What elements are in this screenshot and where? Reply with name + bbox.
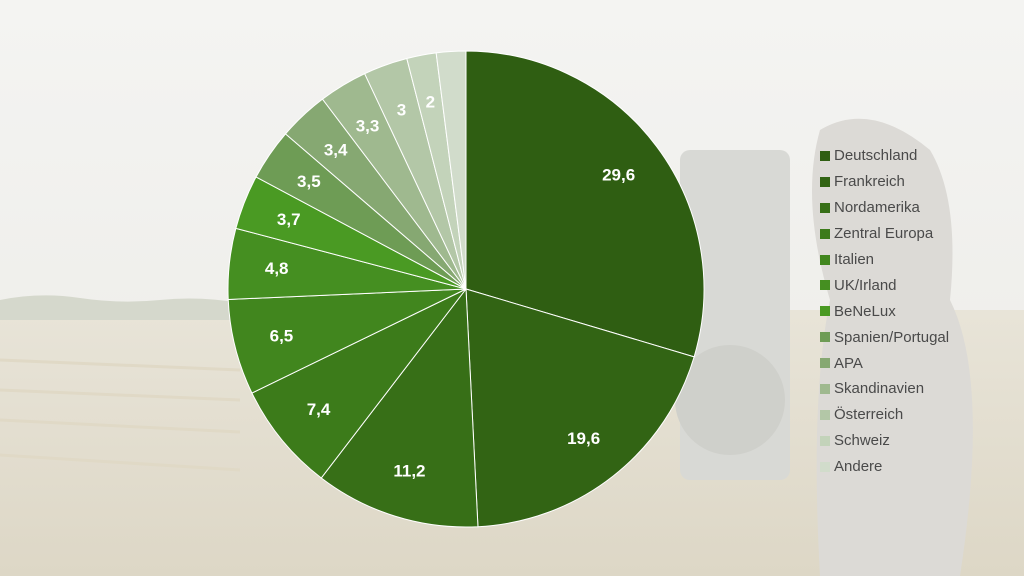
data-label: 3,3 (356, 117, 380, 136)
pie-slice-frankreich (465, 288, 695, 528)
legend-label: Schweiz (834, 432, 890, 450)
legend-label: Frankreich (834, 173, 905, 191)
legend-swatch (820, 332, 830, 343)
legend-item: Deutschland (820, 143, 949, 169)
pie-slice-deutschland (465, 50, 705, 358)
legend-swatch (820, 150, 830, 161)
data-label: 4,8 (265, 259, 289, 278)
legend-item: UK/Irland (820, 272, 949, 298)
chart-legend: Deutschland Frankreich Nordamerika Zentral … (820, 143, 949, 480)
legend-swatch (820, 306, 830, 317)
legend-swatch (820, 358, 830, 369)
legend-item: Andere (820, 454, 949, 480)
data-label: 29,6 (602, 166, 635, 185)
legend-item: Italien (820, 247, 949, 273)
pie-slice-zentral-europa (251, 288, 467, 479)
legend-label: Zentral Europa (834, 225, 934, 243)
legend-label: Skandinavien (834, 380, 925, 398)
legend-label: Andere (834, 458, 883, 476)
legend-item: Zentral Europa (820, 221, 949, 247)
legend-label: Deutschland (834, 147, 918, 165)
legend-item: Österreich (820, 402, 949, 428)
legend-swatch (820, 435, 830, 446)
legend-item: BeNeLux (820, 298, 949, 324)
legend-item: Skandinavien (820, 376, 949, 402)
legend-label: BeNeLux (834, 302, 896, 320)
legend-swatch (820, 409, 830, 420)
pie-slice-nordamerika (320, 287, 479, 528)
legend-swatch (820, 202, 830, 213)
legend-item: Frankreich (820, 169, 949, 195)
data-label: 6,5 (270, 326, 294, 345)
data-label: 7,4 (307, 400, 331, 419)
legend-label: Spanien/Portugal (834, 328, 950, 346)
data-label: 3,4 (324, 141, 348, 160)
legend-item: Spanien/Portugal (820, 324, 949, 350)
legend-swatch (820, 383, 830, 394)
legend-label: Nordamerika (834, 199, 920, 217)
legend-item: Schweiz (820, 428, 949, 454)
data-label: 3,7 (277, 210, 301, 229)
legend-swatch (820, 280, 830, 291)
data-label: 11,2 (393, 461, 425, 480)
legend-item: Nordamerika (820, 195, 949, 221)
legend-swatch (820, 254, 830, 265)
legend-swatch (820, 461, 830, 472)
legend-swatch (820, 176, 830, 187)
pie-slice-andere (435, 50, 467, 290)
legend-label: Italien (834, 251, 875, 268)
data-label: 19,6 (567, 429, 600, 448)
legend-label: UK/Irland (834, 276, 897, 294)
data-label: 2 (426, 92, 435, 111)
legend-item: APA (820, 350, 949, 376)
legend-label: APA (834, 354, 863, 372)
data-label: 3 (397, 100, 406, 119)
legend-label: Österreich (834, 406, 904, 424)
legend-swatch (820, 228, 830, 239)
data-label: 3,5 (297, 172, 321, 191)
